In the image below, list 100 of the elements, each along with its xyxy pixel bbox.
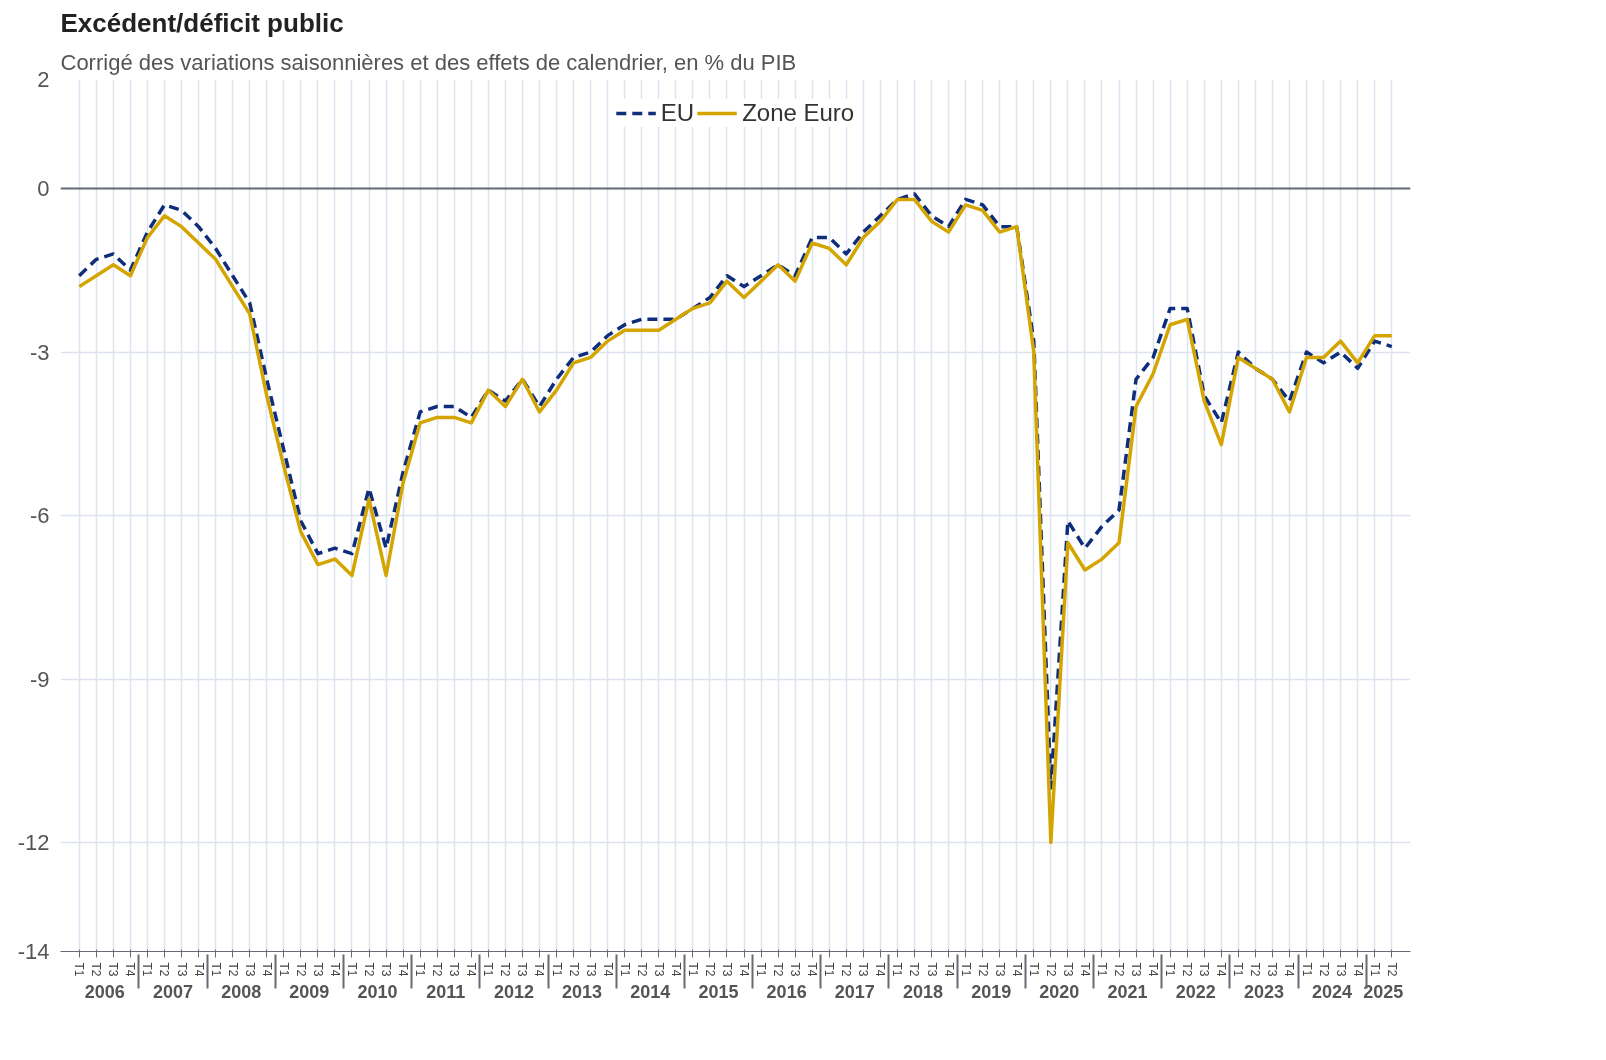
x-tick-label: T4 (600, 962, 615, 977)
x-tick-label: T2 (634, 962, 649, 977)
x-tick-label: T1 (549, 962, 564, 977)
x-tick-label: T4 (873, 962, 888, 977)
x-tick-label: T4 (396, 962, 411, 977)
x-tick-label: T4 (191, 962, 206, 977)
text: 2011 (426, 981, 466, 1002)
x-tick-label: T3 (379, 962, 394, 977)
x-tick-label: T1 (344, 962, 359, 977)
x-tick-label: T2 (1112, 962, 1127, 977)
x-tick-label: T2 (907, 962, 922, 977)
x-tick-label: T3 (788, 962, 803, 977)
x-tick-label: T2 (1316, 962, 1331, 977)
x-tick-label: T3 (856, 962, 871, 977)
x-tick-label: T4 (668, 962, 683, 977)
x-tick-label: T3 (924, 962, 939, 977)
x-tick-label: T3 (992, 962, 1007, 977)
x-tick-label: T3 (651, 962, 666, 977)
x-tick-label: T2 (1180, 962, 1195, 977)
x-tick-label: T1 (72, 962, 87, 977)
x-tick-label: T4 (1214, 962, 1229, 977)
x-tick-label: T3 (515, 962, 530, 977)
x-tick-label: T1 (958, 962, 973, 977)
x-tick-label: T2 (566, 962, 581, 977)
text: 2012 (493, 981, 534, 1002)
x-tick-label: T3 (719, 962, 734, 977)
x-tick-label: T1 (1231, 962, 1246, 977)
x-tick-label: T3 (1333, 962, 1348, 977)
legend-label: EU (660, 99, 695, 127)
x-tick-label: T2 (1384, 962, 1399, 977)
x-tick-label: T1 (1367, 962, 1382, 977)
x-tick-label: T1 (276, 962, 291, 977)
x-tick-label: T4 (941, 962, 956, 977)
text: 2006 (84, 981, 125, 1002)
x-tick-label: T4 (1146, 962, 1161, 977)
y-tick-label: -9 (29, 666, 50, 692)
text: 2021 (1107, 981, 1148, 1002)
y-tick-label: -3 (29, 339, 50, 365)
x-tick-label: T1 (822, 962, 837, 977)
text: 2014 (630, 981, 671, 1002)
x-tick-label: T4 (1282, 962, 1297, 977)
x-tick-label: T2 (293, 962, 308, 977)
text: 2013 (562, 981, 603, 1002)
x-tick-label: T2 (157, 962, 172, 977)
x-tick-label: T3 (1129, 962, 1144, 977)
x-tick-label: T3 (242, 962, 257, 977)
x-tick-label: T1 (208, 962, 223, 977)
x-tick-label: T2 (975, 962, 990, 977)
x-tick-label: T2 (771, 962, 786, 977)
text: 2018 (902, 981, 944, 1002)
x-tick-label: T4 (1077, 962, 1092, 977)
x-tick-label: T3 (447, 962, 462, 977)
x-tick-label: T1 (617, 962, 632, 977)
text: 2015 (698, 981, 739, 1002)
chart-subtitle: Corrigé des variations saisonnières et des effets de calendrier, en % du PIB (60, 49, 797, 75)
text: 2025 (1363, 981, 1404, 1002)
text: 2007 (152, 981, 194, 1002)
x-tick-label: T1 (413, 962, 428, 977)
x-tick-label: T4 (123, 962, 138, 977)
x-tick-label: T4 (532, 962, 547, 977)
x-tick-label: T2 (225, 962, 240, 977)
x-tick-label: T4 (259, 962, 274, 977)
x-tick-label: T1 (1094, 962, 1109, 977)
text: 2016 (766, 981, 807, 1002)
x-tick-label: T1 (754, 962, 769, 977)
y-tick-label: -6 (29, 503, 50, 528)
x-tick-label: T2 (702, 962, 717, 977)
x-tick-label: T4 (737, 962, 752, 977)
x-tick-label: T4 (1350, 962, 1365, 977)
x-tick-label: T4 (1009, 962, 1024, 977)
x-tick-label: T3 (1060, 962, 1075, 977)
x-tick-label: T1 (481, 962, 496, 977)
y-tick-label: -14 (17, 939, 50, 964)
text: 2010 (357, 981, 398, 1002)
x-tick-label: T1 (1163, 962, 1178, 977)
x-tick-label: T3 (106, 962, 121, 977)
x-tick-label: T1 (890, 962, 905, 977)
text: 2023 (1243, 981, 1284, 1002)
text: 2008 (221, 981, 262, 1002)
x-tick-label: T2 (89, 962, 104, 977)
x-tick-label: T3 (1265, 962, 1280, 977)
x-tick-label: T2 (1043, 962, 1058, 977)
x-tick-label: T2 (498, 962, 513, 977)
x-tick-label: T4 (805, 962, 820, 977)
y-tick-label: 2 (37, 67, 50, 92)
x-tick-label: T1 (1299, 962, 1314, 977)
x-tick-label: T3 (174, 962, 189, 977)
chart-title: Excédent/déficit public (60, 7, 344, 38)
x-tick-label: T1 (685, 962, 700, 977)
x-tick-label: T2 (1248, 962, 1263, 977)
legend-label: Zone Euro (742, 99, 855, 127)
x-tick-label: T3 (310, 962, 325, 977)
x-tick-label: T4 (327, 962, 342, 977)
x-tick-label: T3 (583, 962, 598, 977)
x-tick-label: T2 (430, 962, 445, 977)
text: 2024 (1312, 981, 1353, 1002)
x-tick-label: T2 (362, 962, 377, 977)
x-tick-label: T2 (839, 962, 854, 977)
x-tick-label: T4 (464, 962, 479, 977)
text: 2020 (1039, 981, 1080, 1002)
